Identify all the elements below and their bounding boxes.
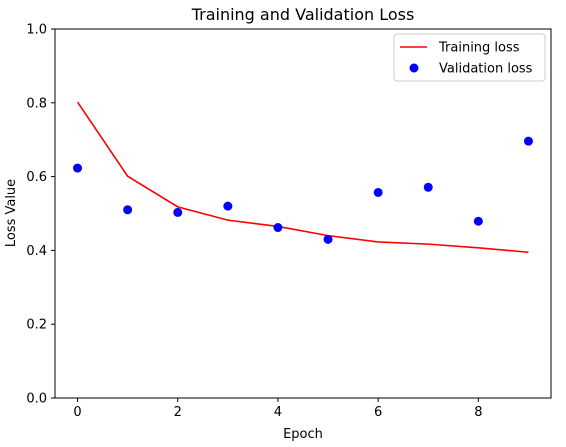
validation-loss-point bbox=[373, 187, 383, 197]
x-tick-label: 2 bbox=[174, 405, 182, 420]
legend-box bbox=[393, 33, 546, 82]
validation-loss-point bbox=[73, 163, 83, 173]
validation-loss-point bbox=[223, 201, 233, 211]
x-tick-label: 0 bbox=[73, 405, 81, 420]
x-tick-label: 4 bbox=[274, 405, 282, 420]
validation-loss-point bbox=[523, 136, 533, 146]
validation-loss-point bbox=[423, 182, 433, 192]
validation-loss-point bbox=[123, 205, 133, 215]
x-tick-label: 6 bbox=[374, 405, 382, 420]
x-tick-label: 8 bbox=[474, 405, 482, 420]
y-axis-label: Loss Value bbox=[4, 179, 19, 247]
y-tick-label: 0.0 bbox=[26, 392, 47, 407]
validation-loss-point bbox=[323, 234, 333, 244]
y-tick-label: 0.6 bbox=[26, 170, 47, 185]
y-tick-label: 0.8 bbox=[26, 96, 47, 111]
validation-loss-point bbox=[473, 216, 483, 226]
validation-loss-point bbox=[173, 207, 183, 217]
legend-entry-label: Training loss bbox=[438, 41, 520, 56]
legend-marker-swatch bbox=[409, 63, 419, 73]
validation-loss-point bbox=[273, 223, 283, 233]
chart-title: Training and Validation Loss bbox=[191, 5, 415, 24]
plot-area: 0 2 4 6 8 0.0 0.2 0.4 0.6 0.8 1.0 bbox=[26, 23, 552, 420]
plot-frame bbox=[54, 28, 552, 399]
x-axis-label: Epoch bbox=[283, 427, 323, 442]
legend: Training loss Validation loss bbox=[393, 33, 546, 82]
y-tick-label: 0.4 bbox=[26, 244, 47, 259]
legend-entry-label: Validation loss bbox=[439, 62, 533, 77]
training-loss-line bbox=[76, 101, 529, 254]
y-tick-label: 1.0 bbox=[26, 23, 47, 38]
y-tick-label: 0.2 bbox=[26, 318, 47, 333]
